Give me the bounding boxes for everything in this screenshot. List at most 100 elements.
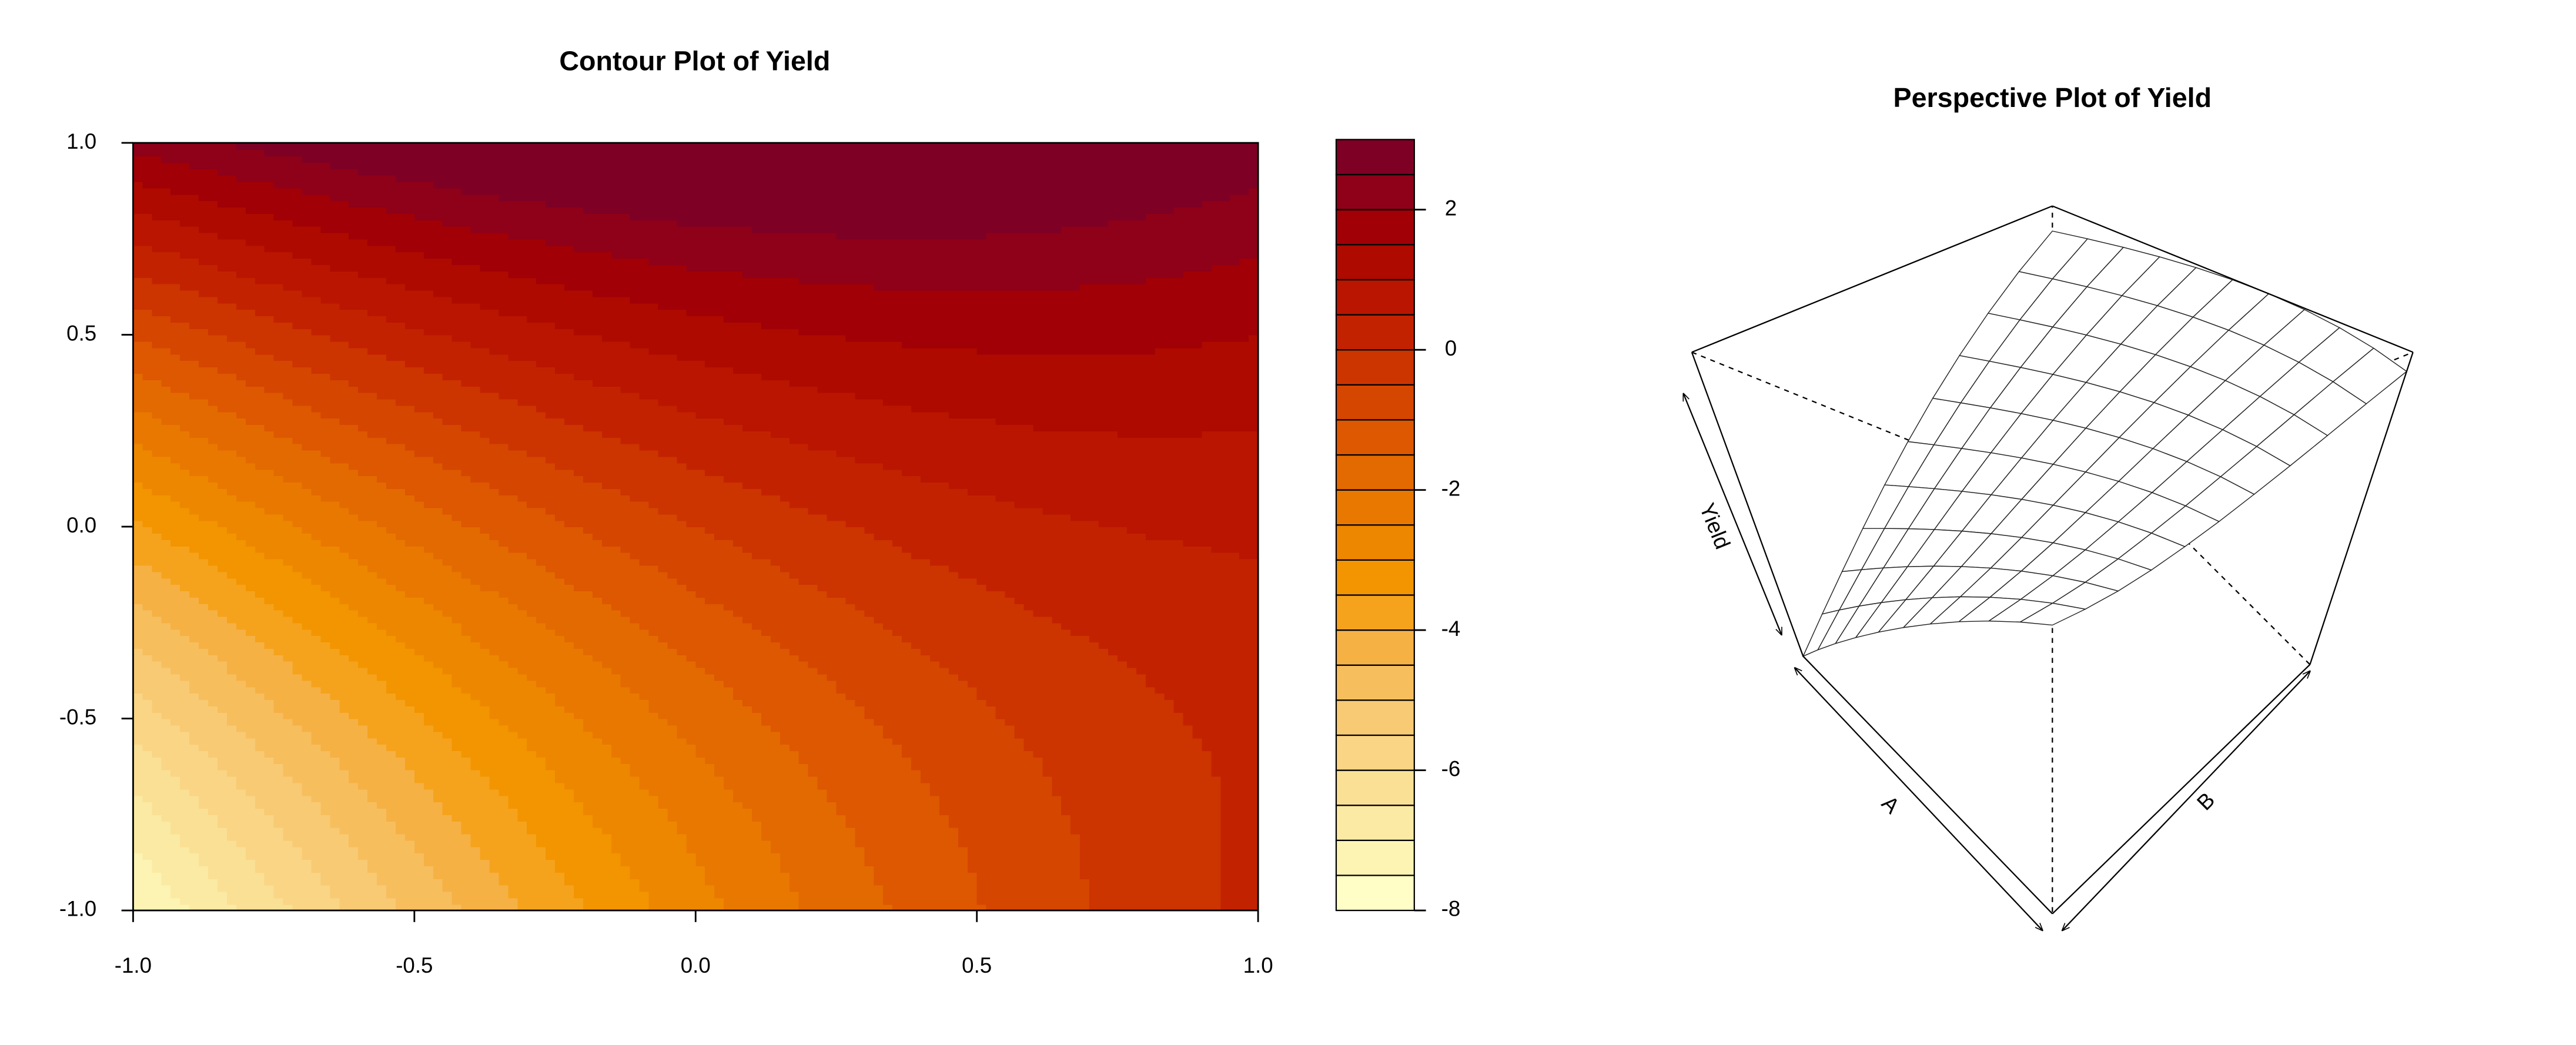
contour-cell — [555, 648, 566, 655]
contour-cell — [517, 897, 528, 905]
contour-cell — [283, 705, 293, 713]
contour-cell — [845, 789, 856, 796]
contour-cell — [489, 763, 500, 771]
contour-cell — [667, 776, 678, 783]
contour-cell — [320, 872, 331, 879]
contour-cell — [470, 763, 481, 771]
contour-cell — [864, 865, 875, 873]
contour-cell — [976, 718, 987, 726]
contour-cell — [724, 872, 734, 879]
contour-cell — [564, 846, 575, 854]
contour-cell — [705, 699, 715, 706]
contour-cell — [311, 674, 322, 681]
contour-cell — [208, 718, 219, 726]
contour-cell — [489, 648, 500, 655]
contour-cell — [892, 763, 903, 771]
contour-cell — [283, 891, 293, 899]
contour-cell — [630, 622, 640, 630]
contour-cell — [508, 686, 518, 694]
contour-cell — [677, 878, 687, 886]
contour-cell — [986, 859, 996, 866]
contour-cell — [1023, 878, 1034, 886]
contour-cell — [1202, 699, 1212, 706]
contour-cell — [367, 756, 378, 764]
contour-cell — [892, 878, 903, 886]
contour-cell — [480, 885, 490, 892]
contour-cell — [236, 667, 246, 675]
contour-cell — [499, 820, 509, 828]
contour-cell — [461, 756, 471, 764]
contour-cell — [508, 872, 518, 879]
contour-cell — [620, 891, 631, 899]
contour-cell — [667, 782, 678, 790]
contour-cell — [1155, 846, 1165, 854]
contour-cell — [1099, 885, 1109, 892]
contour-cell — [911, 859, 922, 866]
contour-cell — [546, 693, 556, 701]
contour-cell — [236, 808, 246, 815]
contour-cell — [611, 814, 621, 822]
contour-cell — [133, 705, 143, 713]
contour-cell — [1220, 756, 1231, 764]
contour-cell — [1052, 853, 1062, 860]
contour-cell — [442, 725, 453, 732]
contour-cell — [199, 878, 209, 886]
contour-cell — [1070, 859, 1081, 866]
contour-cell — [1173, 789, 1184, 796]
contour-cell — [1070, 833, 1081, 841]
contour-cell — [161, 712, 172, 719]
contour-cell — [995, 885, 1006, 892]
contour-cell — [170, 616, 181, 624]
contour-cell — [517, 769, 528, 777]
contour-cell — [845, 686, 856, 694]
contour-cell — [789, 763, 799, 771]
contour-cell — [1033, 693, 1043, 701]
contour-cell — [1005, 833, 1015, 841]
contour-cell — [630, 609, 640, 617]
contour-cell — [948, 820, 959, 828]
contour-cell — [273, 674, 284, 681]
contour-cell — [161, 853, 172, 860]
contour-cell — [1117, 808, 1128, 815]
contour-cell — [705, 756, 715, 764]
contour-cell — [442, 782, 453, 790]
contour-cell — [929, 756, 941, 764]
contour-cell — [404, 897, 415, 905]
contour-cell — [1052, 725, 1062, 732]
contour-cell — [733, 820, 744, 828]
contour-cell — [948, 693, 959, 701]
contour-cell — [330, 885, 340, 892]
contour-cell — [1136, 776, 1146, 783]
contour-cell — [780, 808, 790, 815]
contour-cell — [423, 744, 434, 752]
contour-cell — [423, 674, 434, 681]
contour-cell — [733, 776, 744, 783]
contour-cell — [892, 833, 903, 841]
contour-cell — [283, 833, 293, 841]
contour-cell — [377, 609, 387, 617]
contour-cell — [423, 654, 434, 662]
contour-cell — [798, 872, 809, 879]
contour-cell — [152, 756, 162, 764]
contour-cell — [273, 859, 284, 866]
contour-cell — [892, 731, 903, 739]
contour-cell — [217, 872, 228, 879]
contour-cell — [499, 808, 509, 815]
contour-cell — [386, 648, 397, 655]
contour-cell — [911, 885, 922, 892]
contour-cell — [1155, 769, 1165, 777]
contour-cell — [180, 635, 190, 643]
contour-cell — [451, 782, 462, 790]
contour-cell — [667, 885, 678, 892]
contour-cell — [404, 674, 415, 681]
contour-cell — [677, 769, 687, 777]
contour-cell — [564, 635, 575, 643]
contour-cell — [142, 872, 153, 879]
contour-cell — [789, 878, 799, 886]
contour-cell — [902, 693, 912, 701]
contour-cell — [517, 891, 528, 899]
contour-cell — [330, 654, 340, 662]
contour-cell — [1239, 782, 1250, 790]
contour-cell — [686, 693, 697, 701]
contour-cell — [311, 840, 322, 848]
